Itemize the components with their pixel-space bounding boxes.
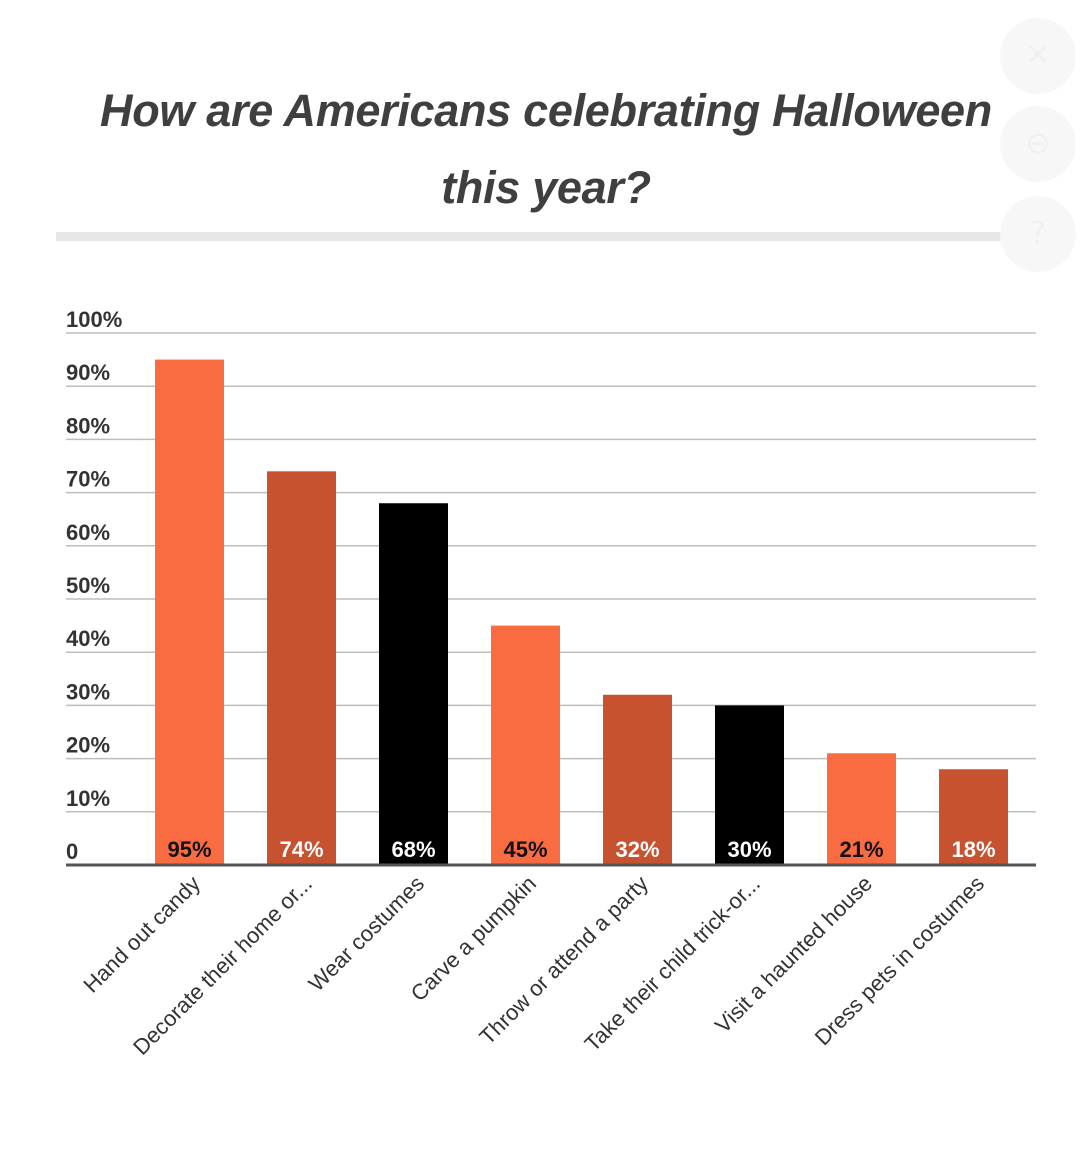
x-tick-label: Hand out candy: [78, 871, 205, 998]
y-tick-label: 40%: [66, 626, 110, 651]
close-icon[interactable]: ✕: [1000, 18, 1076, 94]
bar: [379, 503, 448, 865]
chart-title-line-2: this year?: [441, 162, 651, 213]
data-label: 45%: [503, 837, 547, 862]
data-label: 18%: [951, 837, 995, 862]
y-tick-label: 50%: [66, 573, 110, 598]
help-icon[interactable]: ?: [1000, 196, 1076, 272]
y-tick-label: 10%: [66, 786, 110, 811]
bar: [491, 625, 560, 865]
data-label: 68%: [391, 837, 435, 862]
bar: [939, 769, 1008, 865]
y-tick-label: 70%: [66, 467, 110, 492]
bar: [603, 694, 672, 865]
x-tick-label: Decorate their home or...: [128, 871, 317, 1060]
y-tick-label: 100%: [66, 307, 122, 332]
y-tick-label: 60%: [66, 520, 110, 545]
title-divider: [56, 232, 1036, 241]
y-tick-label: 0: [66, 839, 78, 864]
bar: [715, 705, 784, 865]
data-label: 32%: [615, 837, 659, 862]
y-tick-label: 20%: [66, 733, 110, 758]
data-label: 21%: [839, 837, 883, 862]
zoom-out-icon[interactable]: ⊖: [1000, 106, 1076, 182]
bar: [827, 753, 896, 865]
chart-title-line-1: How are Americans celebrating Halloween: [100, 85, 992, 136]
data-label: 74%: [279, 837, 323, 862]
data-label: 30%: [727, 837, 771, 862]
y-tick-label: 80%: [66, 413, 110, 438]
bar: [267, 471, 336, 865]
data-label: 95%: [167, 837, 211, 862]
chart-title: How are Americans celebrating Halloween …: [56, 72, 1036, 226]
y-tick-label: 30%: [66, 679, 110, 704]
bar: [155, 359, 224, 865]
x-tick-label: Wear costumes: [304, 871, 429, 996]
y-tick-label: 90%: [66, 360, 110, 385]
